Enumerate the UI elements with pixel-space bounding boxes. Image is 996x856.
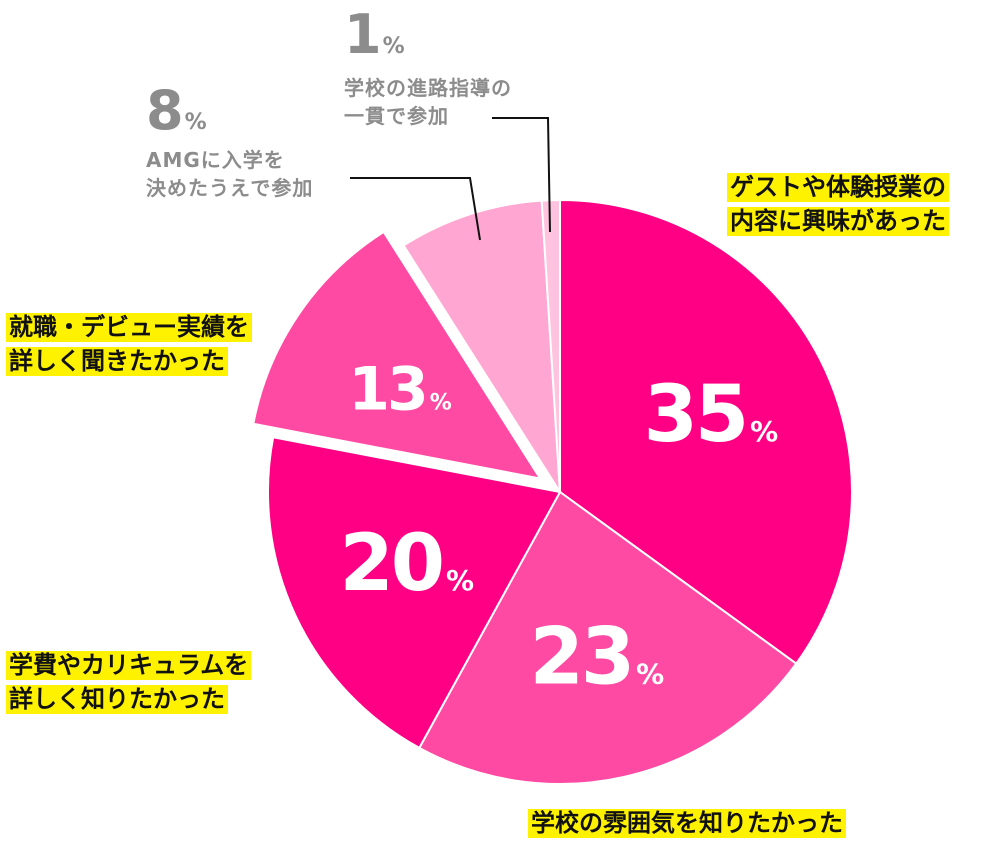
slice-label-4-line-1: AMGに入学を — [146, 148, 285, 172]
slice-label-5-line-1: 学校の進路指導の — [344, 76, 512, 100]
slice-value-5-number: 1 — [344, 3, 382, 66]
leader-lines — [350, 117, 551, 241]
pie-slice-3 — [252, 230, 543, 480]
pie-slice-2 — [267, 436, 562, 750]
slice-label-0: ゲストや体験授業の 内容に興味があった — [727, 170, 949, 238]
slice-value-0: 35% — [644, 370, 779, 460]
pie-slice-4 — [402, 199, 561, 493]
slice-value-4-number: 8 — [146, 79, 184, 142]
pie-slices — [252, 198, 853, 785]
slice-label-5: 学校の進路指導の 一貫で参加 — [344, 74, 512, 130]
slice-value-4-unit: % — [184, 110, 207, 135]
leader-line-1pct — [492, 117, 551, 233]
slice-label-5-line-2: 一貫で参加 — [344, 104, 449, 128]
slice-label-1: 学校の雰囲気を知りたかった — [528, 806, 846, 840]
leader-line-8pct — [350, 177, 481, 241]
slice-value-4: 8% — [146, 84, 207, 138]
pie-slice-1 — [417, 490, 798, 785]
slice-value-1: 23% — [530, 612, 665, 702]
slice-value-2: 20% — [339, 519, 474, 609]
slice-label-2: 学費やカリキュラムを 詳しく知りたかった — [6, 648, 252, 716]
pie-slice-0 — [559, 198, 853, 666]
slice-value-5: 1% — [344, 8, 405, 62]
slice-value-3: 13% — [348, 354, 452, 424]
value-labels: 35 % 23 % 20 % 13% — [339, 354, 778, 702]
slice-label-4: AMGに入学を 決めたうえで参加 — [146, 146, 313, 202]
slice-label-4-line-2: 決めたうえで参加 — [146, 176, 314, 200]
slice-value-5-unit: % — [382, 34, 405, 59]
pie-slice-5 — [540, 198, 561, 493]
slice-label-3: 就職・デビュー実績を 詳しく聞きたかった — [6, 310, 252, 378]
